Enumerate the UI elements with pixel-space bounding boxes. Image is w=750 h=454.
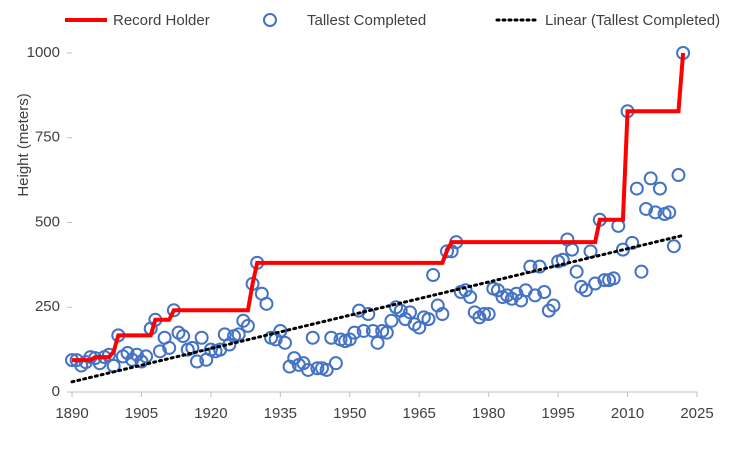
point bbox=[588, 276, 603, 291]
point bbox=[384, 313, 399, 328]
point bbox=[578, 283, 593, 298]
legend-label: Tallest Completed bbox=[307, 12, 426, 29]
point bbox=[481, 307, 496, 322]
point bbox=[305, 330, 320, 345]
point bbox=[328, 356, 343, 371]
point bbox=[301, 362, 316, 377]
point bbox=[259, 296, 274, 311]
point bbox=[402, 305, 417, 320]
point bbox=[537, 284, 552, 299]
line bbox=[72, 52, 686, 363]
point bbox=[194, 330, 209, 345]
point bbox=[370, 335, 385, 350]
point bbox=[310, 361, 325, 376]
y-axis-label: Height (meters) bbox=[15, 93, 32, 196]
x-tick-label: 1920 bbox=[194, 405, 227, 422]
point bbox=[361, 307, 376, 322]
y-tick-label: 1000 bbox=[27, 44, 60, 61]
point bbox=[273, 323, 288, 338]
x-tick-label: 2025 bbox=[680, 405, 713, 422]
line bbox=[70, 233, 685, 384]
y-tick-label: 250 bbox=[35, 298, 60, 315]
point bbox=[629, 181, 644, 196]
point bbox=[426, 268, 441, 283]
point bbox=[671, 168, 686, 183]
x-tick-label: 1890 bbox=[55, 405, 88, 422]
x-tick-label: 1995 bbox=[541, 405, 574, 422]
point bbox=[583, 244, 598, 259]
point bbox=[356, 323, 371, 338]
point bbox=[190, 354, 204, 369]
x-tick-label: 1905 bbox=[125, 405, 158, 422]
point bbox=[634, 264, 649, 279]
point bbox=[606, 271, 621, 286]
x-tick-label: 1980 bbox=[472, 405, 505, 422]
x-tick-label: 1965 bbox=[403, 405, 436, 422]
y-tick-label: 0 bbox=[52, 383, 60, 400]
x-tick-label: 1935 bbox=[264, 405, 297, 422]
point bbox=[666, 239, 681, 254]
point bbox=[532, 259, 547, 274]
point bbox=[240, 318, 255, 333]
point bbox=[347, 325, 362, 340]
point bbox=[324, 330, 339, 345]
point bbox=[597, 273, 612, 288]
point bbox=[440, 244, 454, 259]
point bbox=[319, 362, 334, 377]
legend-label: Linear (Tallest Completed) bbox=[545, 12, 720, 29]
point bbox=[639, 201, 654, 216]
point bbox=[546, 298, 561, 313]
point bbox=[569, 264, 584, 279]
point bbox=[527, 288, 542, 303]
point bbox=[662, 205, 677, 220]
point bbox=[435, 307, 450, 322]
x-tick-label: 1950 bbox=[333, 405, 366, 422]
point bbox=[379, 325, 394, 340]
y-tick-label: 500 bbox=[35, 213, 60, 230]
point bbox=[152, 344, 167, 359]
point bbox=[277, 335, 292, 350]
y-tick-label: 750 bbox=[35, 129, 60, 146]
point bbox=[162, 340, 177, 355]
point bbox=[565, 242, 579, 257]
point bbox=[555, 252, 570, 267]
point bbox=[648, 205, 663, 220]
point bbox=[652, 181, 667, 196]
point bbox=[365, 323, 380, 338]
point bbox=[139, 349, 154, 364]
legend-label: Record Holder bbox=[113, 12, 210, 29]
point bbox=[176, 329, 191, 344]
point bbox=[231, 327, 246, 342]
point bbox=[421, 312, 436, 327]
legend-marker bbox=[263, 13, 277, 27]
point bbox=[643, 171, 658, 186]
point bbox=[477, 307, 492, 322]
point bbox=[463, 290, 478, 305]
point bbox=[185, 340, 200, 355]
x-tick-label: 2010 bbox=[611, 405, 644, 422]
